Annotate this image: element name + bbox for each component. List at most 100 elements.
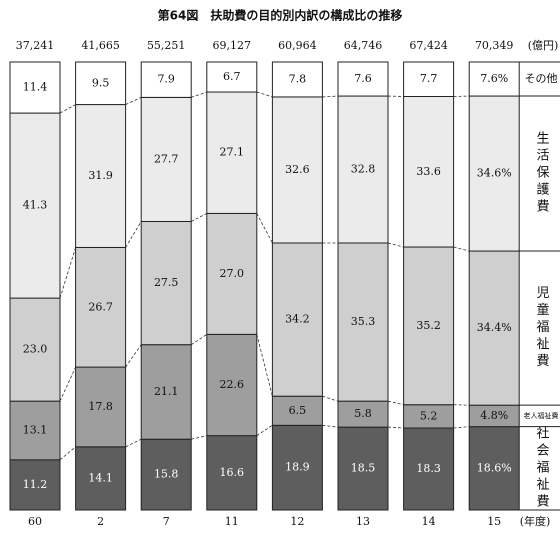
connector: [125, 344, 142, 368]
bar-segment: [271, 424, 323, 511]
bar-segment: [75, 246, 127, 368]
bar-segment: [75, 446, 127, 511]
value-label: 7.9: [157, 73, 175, 86]
value-label: 35.3: [351, 315, 376, 328]
x-tick-label: 15: [487, 515, 501, 528]
value-label: 5.8: [354, 407, 372, 420]
value-label: 27.1: [220, 146, 245, 159]
connector: [59, 247, 76, 299]
value-label: 27.0: [220, 267, 245, 280]
value-label: 18.6%: [477, 461, 512, 474]
connector: [322, 395, 339, 402]
x-tick-label: 11: [225, 515, 239, 528]
connector: [191, 213, 207, 222]
bar-segment: [337, 400, 389, 428]
value-label: 14.1: [88, 471, 113, 484]
bar-segment: [9, 112, 61, 299]
value-label: 15.8: [154, 468, 179, 481]
bar-segment: [337, 61, 389, 97]
value-label: 34.2: [285, 313, 310, 326]
connector: [256, 424, 273, 436]
value-label: 7.7: [420, 72, 438, 85]
value-label: 26.7: [88, 300, 113, 313]
value-label: 11.2: [23, 478, 48, 491]
x-tick-label: 12: [290, 515, 304, 528]
connector: [387, 426, 404, 429]
connector: [125, 221, 142, 248]
chart-title: 第64図 扶助費の目的別内訳の構成比の推移: [158, 8, 403, 23]
value-label: 35.2: [416, 319, 441, 332]
legend-label: 生活保護費: [534, 131, 550, 216]
connector: [387, 400, 404, 406]
bar-segment: [468, 95, 520, 252]
connector: [59, 366, 76, 402]
bar-segment: [75, 61, 127, 106]
connector: [387, 242, 404, 248]
x-tick-label: 2: [97, 515, 104, 528]
total-unit: (億円): [528, 39, 559, 52]
bar-segment: [75, 104, 127, 248]
value-label: 33.6: [416, 165, 441, 178]
value-label: 23.0: [23, 343, 48, 356]
x-tick-label: 60: [28, 515, 42, 528]
bar-segment: [337, 426, 389, 511]
bar-segment: [468, 426, 520, 511]
connector: [256, 91, 273, 98]
legend-label: 社会福祉費: [534, 425, 550, 511]
connector: [453, 426, 470, 429]
total-label: 69,127: [213, 39, 252, 52]
bar-segment: [271, 242, 323, 397]
total-label: 60,964: [278, 39, 317, 52]
legend-label: 老人福祉費: [524, 411, 559, 420]
bar-segment: [206, 435, 258, 511]
bar-segment: [403, 95, 455, 248]
total-label: 37,241: [16, 39, 55, 52]
value-label: 7.6%: [480, 72, 508, 85]
value-label: 22.6: [220, 378, 245, 391]
value-label: 7.8: [289, 72, 307, 85]
total-label: 70,349: [475, 39, 514, 52]
total-label: 55,251: [147, 39, 186, 52]
value-label: 18.3: [416, 462, 441, 475]
connector: [190, 334, 208, 346]
legend-label: その他: [525, 72, 558, 85]
connector: [191, 91, 207, 98]
value-label: 32.6: [285, 163, 310, 176]
value-label: 18.5: [351, 462, 376, 475]
x-tick-label: 13: [356, 515, 370, 528]
bar-segment: [403, 61, 455, 97]
value-label: 32.8: [351, 163, 376, 176]
connector: [59, 104, 76, 114]
bar-segment: [140, 61, 192, 98]
bar-segment: [75, 366, 127, 448]
connector: [322, 95, 339, 98]
connector: [256, 213, 273, 244]
connector: [191, 435, 207, 440]
x-tick-label: 14: [422, 515, 436, 528]
value-label: 34.4%: [477, 321, 512, 334]
legend-label: 児童福祉費: [534, 286, 550, 371]
bar-segment: [9, 61, 61, 114]
value-label: 41.3: [23, 199, 48, 212]
bar-segment: [271, 96, 323, 244]
value-label: 4.8%: [480, 409, 508, 422]
total-label: 41,665: [81, 39, 120, 52]
connector: [125, 438, 142, 448]
bar-segment: [337, 95, 389, 244]
x-tick-label: 7: [163, 515, 170, 528]
bar-segment: [9, 400, 61, 461]
value-label: 18.9: [285, 461, 310, 474]
value-label: 6.7: [223, 70, 241, 83]
value-label: 13.1: [23, 423, 48, 436]
value-label: 34.6%: [477, 167, 512, 180]
value-label: 17.8: [88, 400, 113, 413]
bar-segment: [337, 242, 389, 402]
value-label: 7.6: [354, 72, 372, 85]
total-label: 64,746: [344, 39, 383, 52]
bar-segment: [403, 246, 455, 406]
total-label: 67,424: [409, 39, 448, 52]
bar-segment: [206, 212, 258, 335]
bar-segment: [206, 91, 258, 214]
value-label: 21.1: [154, 385, 179, 398]
